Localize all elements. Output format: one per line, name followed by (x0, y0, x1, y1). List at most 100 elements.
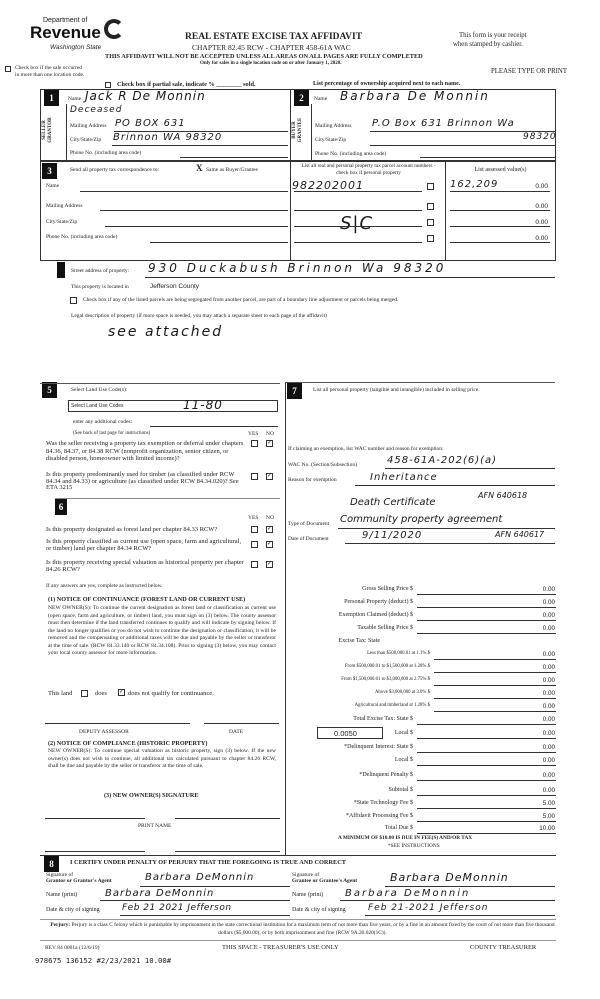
tax-row-value: 0.00 (542, 757, 555, 764)
buyer-phone-field[interactable] (420, 157, 555, 158)
tax-row-line[interactable] (417, 765, 556, 766)
document-date[interactable]: 9/11/2020 (362, 530, 423, 541)
tax-row-line[interactable] (434, 659, 556, 660)
does-qualify-checkbox[interactable] (81, 690, 88, 697)
street-address[interactable]: 930 Duckabush Brinnon Wa 98320 (148, 261, 447, 275)
tax-row-label: *Affidavit Processing Fee $ (345, 813, 413, 819)
section-4-marker (57, 262, 65, 278)
legal-description[interactable]: see attached (108, 324, 224, 340)
afn-1: AFN 640618 (478, 491, 528, 500)
personal-property-checkbox[interactable] (427, 235, 434, 242)
same-as-buyer-checkmark[interactable]: X (196, 163, 203, 173)
tax-row-value: 0.00 (542, 690, 555, 697)
new-owner-signature-1[interactable] (45, 818, 145, 819)
tax-row-line[interactable] (434, 685, 556, 686)
forest-yes-checkbox[interactable] (251, 526, 258, 533)
tax-row-line[interactable] (434, 672, 556, 673)
tax-row-label: Total Due $ (384, 825, 413, 831)
personal-property-checkbox[interactable] (427, 183, 434, 190)
tax-row-label: Taxable Selling Price $ (357, 625, 413, 631)
tax-row-line[interactable] (417, 821, 556, 822)
afn-2: AFN 640617 (495, 530, 545, 539)
tax-row-label: Agricultural and timberland at 1.28% $ (354, 703, 430, 708)
seller-city[interactable]: Brinnon WA 98320 (113, 132, 223, 143)
cashier-stamp: 978675 136152 #2/23/2021 10.00# (35, 956, 172, 965)
deputy-assessor-signature[interactable] (45, 723, 190, 724)
tax-row-line[interactable] (434, 711, 556, 712)
grantee-signature[interactable]: Barbara DeMonnin (390, 871, 509, 884)
assessor-date-field[interactable] (204, 723, 279, 724)
grantor-date-city[interactable]: Feb 21 2021 Jefferson (122, 903, 232, 913)
historic-no-checkbox[interactable]: ✓ (266, 561, 273, 568)
grantee-name-print[interactable]: Barbara DeMonnin (345, 888, 471, 899)
grantor-name-print[interactable]: Barbara DeMonnin (105, 888, 215, 899)
tax-row-value: 0.00 (542, 651, 555, 658)
document-type[interactable]: Community property agreement (340, 514, 503, 525)
q1-no-checkbox[interactable]: ✓ (266, 440, 273, 447)
land-use-select[interactable] (68, 400, 278, 412)
current-use-yes-checkbox[interactable] (251, 541, 258, 548)
tax-row-line[interactable] (417, 607, 556, 608)
does-not-qualify-checkbox[interactable]: ✓ (118, 689, 125, 696)
tax-row-line[interactable] (417, 738, 556, 739)
multi-location-checkbox[interactable] (5, 66, 11, 72)
forest-no-checkbox[interactable]: ✓ (266, 526, 273, 533)
local-rate: 0.0050 (334, 729, 357, 738)
grantee-date-city[interactable]: Feb 21-2021 Jefferson (368, 903, 489, 913)
tax-row-line[interactable] (417, 833, 556, 834)
logo: Department of Revenue Washington State (30, 17, 130, 67)
tax-row-line[interactable] (417, 795, 556, 796)
additional-codes-field[interactable] (150, 426, 278, 427)
current-use-no-checkbox[interactable]: ✓ (266, 541, 273, 548)
personal-property-checkbox[interactable] (427, 219, 434, 226)
parcel-number[interactable]: 982202001 (292, 179, 364, 192)
tax-row-value: 10.00 (539, 825, 555, 832)
form-title: REAL ESTATE EXCISE TAX AFFIDAVIT (185, 32, 363, 42)
seller-buyer-box (40, 89, 556, 161)
wac-number[interactable]: 458-61A-202(6)(a) (387, 455, 498, 466)
tax-row-label: Total Excise Tax: State $ (353, 716, 413, 722)
historic-yes-checkbox[interactable] (251, 561, 258, 568)
seller-name-line2[interactable]: Deceased (70, 105, 123, 115)
divider (290, 89, 291, 161)
tax-row-label: Exemption Claimed (deduct) $ (338, 612, 413, 618)
tax-row-label: Local $ (394, 730, 413, 736)
grantor-signature[interactable]: Barbara DeMonnin (145, 872, 255, 883)
tax-row-label: Local $ (394, 757, 413, 763)
tax-row-line[interactable] (417, 620, 556, 621)
tax-row-line[interactable] (417, 808, 556, 809)
document-type-line1[interactable]: Death Certificate (350, 497, 436, 508)
segregated-checkbox[interactable] (70, 297, 77, 304)
tax-row-line[interactable] (417, 752, 556, 753)
tax-row-line[interactable] (417, 633, 556, 634)
tax-row-label: Subtotal $ (388, 787, 413, 793)
assessed-value-handwritten[interactable]: 162,209 (450, 179, 499, 190)
tax-row-value: 0.00 (542, 744, 555, 751)
tax-row-value: 0.00 (542, 772, 555, 779)
tax-row-line[interactable] (417, 724, 556, 725)
new-owner-signature-2[interactable] (175, 818, 280, 819)
tax-row-line[interactable] (434, 698, 556, 699)
tax-row-label: *State Technology Fee $ (353, 800, 413, 806)
sic-mark: S|C (340, 213, 374, 234)
buyer-name[interactable]: Barbara De Monnin (340, 89, 490, 103)
partial-sale-checkbox[interactable] (105, 82, 111, 88)
divider (66, 104, 67, 161)
tax-row-value: 0.00 (542, 664, 555, 671)
q1-yes-checkbox[interactable] (251, 440, 258, 447)
section-3-box (40, 161, 556, 261)
q2-no-checkbox[interactable]: ✓ (266, 473, 273, 480)
tax-row-line[interactable] (417, 594, 556, 595)
seller-phone-field[interactable] (180, 157, 288, 158)
personal-property-checkbox[interactable] (427, 203, 434, 210)
exemption-reason[interactable]: Inheritance (370, 472, 438, 483)
land-use-code[interactable]: 11-80 (183, 398, 223, 412)
tax-row-value: 0.00 (542, 625, 555, 632)
tax-row-line[interactable] (417, 780, 556, 781)
buyer-mailing[interactable]: P.O Box 631 Brinnon Wa (372, 118, 515, 129)
seller-mailing[interactable]: PO BOX 631 (115, 118, 186, 129)
tax-row-label: From $1,500,000.01 to $3,000,000 at 2.75… (341, 677, 430, 682)
seller-name[interactable]: Jack R De Monnin (85, 89, 206, 103)
q2-yes-checkbox[interactable] (251, 473, 258, 480)
buyer-zip[interactable]: 98320 (523, 132, 557, 142)
